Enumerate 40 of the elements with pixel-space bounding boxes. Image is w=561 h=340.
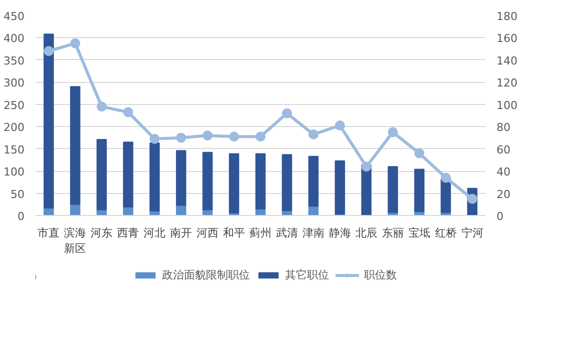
x-tick-label: 蓟州 bbox=[250, 226, 272, 240]
y2-tick-label: 140 bbox=[496, 54, 518, 68]
legend-label: 政治面貌限制职位 bbox=[162, 268, 250, 282]
y-tick-label: 200 bbox=[4, 121, 25, 134]
x-tick-label: 河西 bbox=[196, 226, 219, 240]
x-tick-label: 和平 bbox=[223, 226, 246, 240]
x-tick-label: 北辰 bbox=[355, 226, 378, 240]
y2-tick-label: 120 bbox=[496, 76, 518, 90]
x-tick-label: 河东 bbox=[90, 226, 113, 240]
legend-label: 职位数 bbox=[364, 268, 397, 282]
y2-tick-label: 180 bbox=[496, 10, 518, 23]
x-tick-label: 武清 bbox=[276, 226, 298, 240]
x-tick-label: 宝坻 bbox=[408, 226, 430, 240]
y2-tick-label: 60 bbox=[496, 143, 510, 156]
y2-tick-label: 160 bbox=[496, 32, 518, 46]
y-tick-label: 400 bbox=[4, 32, 25, 46]
x-tick-label: 市直 bbox=[38, 226, 60, 240]
y-tick-label: 450 bbox=[4, 10, 25, 23]
x-tick-label: 南开 bbox=[170, 226, 192, 240]
y-tick-label: 350 bbox=[4, 54, 25, 68]
y-tick-label: 250 bbox=[4, 98, 25, 112]
x-tick-label: 津南 bbox=[302, 226, 324, 240]
y-tick-label: 50 bbox=[10, 188, 25, 201]
y2-tick-label: 0 bbox=[496, 210, 504, 223]
x-tick-label: 红桥 bbox=[434, 226, 457, 240]
y-tick-label: 150 bbox=[4, 143, 25, 156]
x-tick-label: 静海 bbox=[328, 226, 351, 240]
y-tick-label: 100 bbox=[4, 166, 25, 179]
y2-tick-label: 100 bbox=[496, 98, 518, 112]
y2-tick-label: 20 bbox=[496, 188, 510, 201]
y-tick-label: 0 bbox=[18, 210, 24, 223]
x-tick-label: 西青 bbox=[117, 226, 140, 240]
x-tick-label: 东丽 bbox=[382, 226, 404, 240]
legend-label: 其它职位 bbox=[285, 268, 329, 282]
y2-tick-label: 40 bbox=[496, 166, 510, 179]
x-tick-label: 滨海新区 bbox=[64, 226, 86, 256]
y-tick-label: 300 bbox=[4, 76, 25, 90]
y2-tick-label: 80 bbox=[496, 121, 510, 134]
x-tick-label: 宁河 bbox=[461, 226, 484, 240]
x-tick-label: 河北 bbox=[144, 226, 166, 240]
